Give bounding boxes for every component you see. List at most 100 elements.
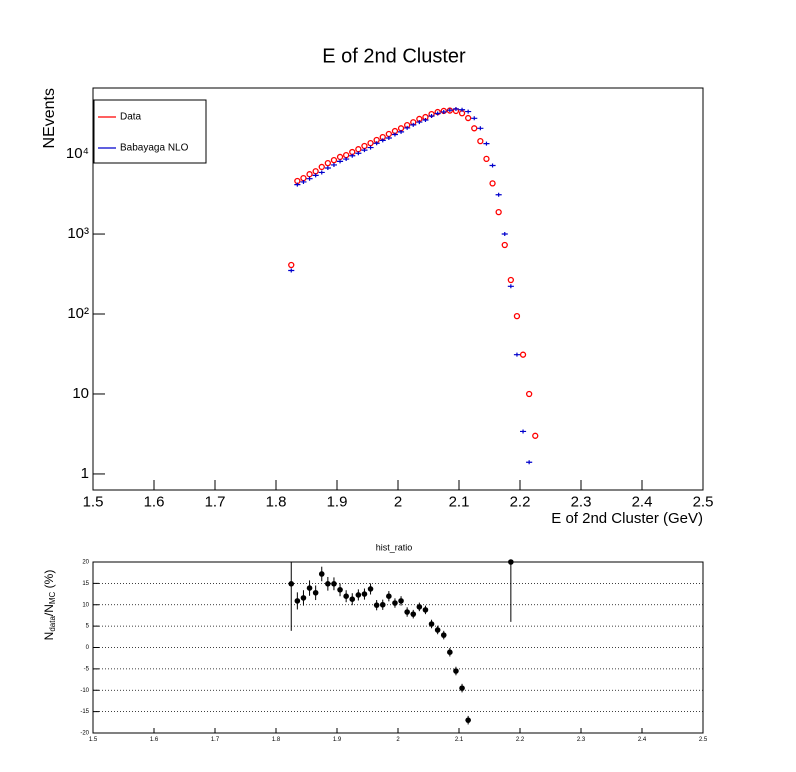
mc-point bbox=[520, 429, 527, 434]
legend-label: Babayaga NLO bbox=[120, 143, 189, 154]
data-point bbox=[464, 114, 472, 122]
mc-point bbox=[385, 135, 392, 140]
y-tick-label: -5 bbox=[84, 666, 90, 672]
y-tick-label: -10 bbox=[80, 688, 89, 694]
y-tick-label: -15 bbox=[80, 709, 89, 715]
y-tick-label: 20 bbox=[82, 560, 89, 566]
ratio-point bbox=[453, 668, 459, 674]
y-tick-label: 10³ bbox=[67, 225, 89, 242]
data-point bbox=[489, 180, 496, 187]
y-tick-label: 0 bbox=[86, 645, 90, 651]
mc-point bbox=[404, 125, 411, 130]
mc-point bbox=[288, 268, 295, 273]
ratio-point bbox=[343, 593, 349, 599]
x-tick-label: 1.5 bbox=[83, 493, 104, 510]
ratio-point bbox=[422, 607, 429, 613]
mc-point bbox=[324, 165, 331, 170]
x-tick-label: 2 bbox=[396, 737, 400, 743]
x-tick-label: 2.1 bbox=[449, 493, 470, 510]
ratio-point bbox=[331, 581, 337, 587]
mc-point bbox=[416, 120, 423, 125]
x-tick-label: 1.7 bbox=[205, 493, 226, 510]
mc-point bbox=[440, 109, 447, 114]
x-tick-label: 2.2 bbox=[516, 737, 525, 743]
mc-point bbox=[312, 173, 319, 178]
ratio-point bbox=[361, 591, 368, 597]
ratio-point bbox=[447, 649, 453, 656]
x-tick-label: 2.3 bbox=[571, 493, 592, 510]
ratio-point bbox=[398, 598, 404, 604]
mc-point bbox=[306, 176, 313, 181]
ratio-point bbox=[288, 581, 295, 587]
mc-point bbox=[318, 170, 325, 175]
ratio-point bbox=[349, 596, 356, 602]
y-tick-label: 10² bbox=[67, 305, 89, 322]
mc-point bbox=[294, 182, 301, 187]
mc-point bbox=[428, 113, 435, 118]
ratio-point bbox=[379, 601, 386, 608]
mc-point bbox=[452, 106, 459, 111]
data-point bbox=[330, 156, 338, 164]
mc-point bbox=[300, 179, 307, 184]
data-point bbox=[526, 390, 533, 398]
mc-point bbox=[343, 157, 350, 162]
ratio-point bbox=[312, 589, 319, 596]
ratio-point bbox=[300, 595, 307, 601]
ratio-point bbox=[373, 602, 380, 608]
data-point bbox=[519, 351, 527, 358]
ratio-point bbox=[459, 685, 465, 691]
mc-point bbox=[349, 153, 356, 158]
mc-point bbox=[367, 145, 374, 150]
mc-point bbox=[513, 352, 520, 357]
mc-point bbox=[330, 162, 337, 167]
ratio-point bbox=[428, 621, 435, 627]
mc-point bbox=[398, 129, 405, 134]
y-tick-label: 10 bbox=[72, 385, 89, 402]
ratio-point bbox=[325, 581, 331, 587]
x-tick-label: 2 bbox=[394, 493, 402, 510]
mc-point bbox=[526, 460, 533, 465]
ratio-point bbox=[392, 600, 398, 606]
y-tick-label: 10 bbox=[82, 602, 89, 608]
ratio-point bbox=[465, 717, 471, 723]
mc-point bbox=[465, 109, 472, 114]
mc-point bbox=[355, 151, 362, 156]
data-point bbox=[318, 163, 325, 171]
legend-label: Data bbox=[120, 112, 142, 123]
ratio-point bbox=[440, 632, 447, 638]
data-point bbox=[483, 155, 490, 163]
ratio-point bbox=[416, 604, 423, 610]
x-tick-label: 1.9 bbox=[333, 737, 342, 743]
ratio-point bbox=[410, 611, 417, 617]
ratio-title: hist_ratio bbox=[376, 542, 413, 552]
x-tick-label: 1.6 bbox=[150, 737, 159, 743]
y-tick-label: 10⁴ bbox=[66, 145, 89, 162]
x-tick-label: 1.7 bbox=[211, 737, 220, 743]
mc-point bbox=[507, 284, 514, 289]
x-tick-label: 2.4 bbox=[632, 493, 653, 510]
mc-point bbox=[373, 141, 380, 146]
mc-point bbox=[477, 126, 484, 131]
mc-point bbox=[391, 132, 398, 137]
ratio-point bbox=[434, 627, 441, 633]
mc-point bbox=[495, 192, 502, 197]
mc-point bbox=[489, 163, 496, 168]
x-tick-label: 2.4 bbox=[638, 737, 647, 743]
mc-point bbox=[434, 111, 441, 116]
data-point bbox=[324, 159, 332, 167]
x-tick-label: 1.5 bbox=[89, 737, 98, 743]
mc-point bbox=[410, 122, 417, 127]
x-tick-label: 1.9 bbox=[327, 493, 348, 510]
ratio-point bbox=[318, 571, 325, 577]
chart-title: E of 2nd Cluster bbox=[322, 45, 466, 67]
ratio-point bbox=[386, 593, 392, 599]
mc-point bbox=[459, 107, 466, 112]
mc-point bbox=[483, 141, 490, 146]
ratio-point bbox=[294, 598, 301, 604]
data-point bbox=[507, 276, 515, 284]
x-axis-label: E of 2nd Cluster (GeV) bbox=[551, 510, 703, 527]
y-axis-label: Ndata/NMC (%) bbox=[42, 570, 57, 641]
y-tick-label: 1 bbox=[81, 465, 89, 482]
data-point bbox=[477, 138, 484, 145]
